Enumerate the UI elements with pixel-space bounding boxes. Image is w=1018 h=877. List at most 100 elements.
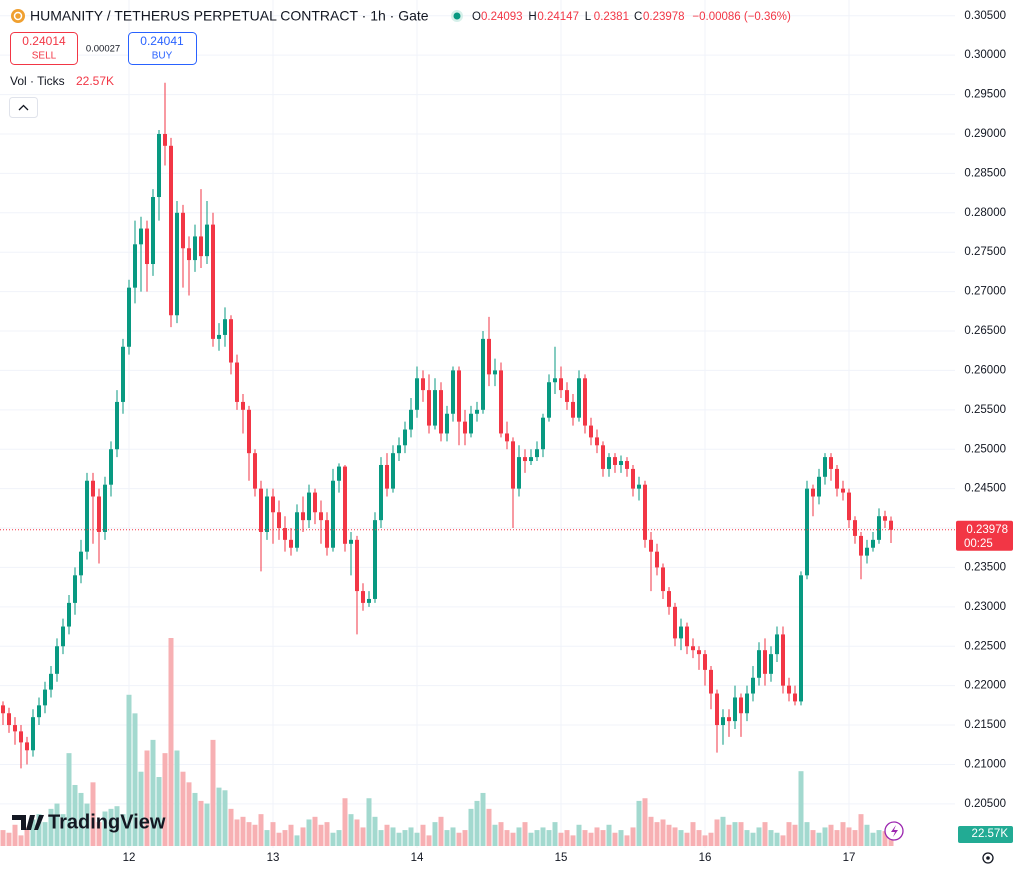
volume-bar xyxy=(42,822,48,846)
volume-bar xyxy=(702,835,708,846)
buy-button[interactable] xyxy=(128,32,197,65)
volume-bar xyxy=(300,827,306,846)
candle-body xyxy=(739,697,743,714)
volume-bar xyxy=(408,827,414,846)
volume-bar xyxy=(222,790,228,846)
volume-bar xyxy=(162,753,168,846)
overlay-layer: HUMANITY / TETHERUS PERPETUAL CONTRACT ·… xyxy=(0,8,1013,864)
candle-body xyxy=(493,370,497,375)
candle-body xyxy=(73,575,77,603)
candle-body xyxy=(649,539,653,552)
volume-bar xyxy=(498,822,504,846)
y-tick-label: 0.21500 xyxy=(964,719,1006,731)
candle-body xyxy=(685,626,689,647)
last-volume-label: 22.57K xyxy=(972,828,1009,840)
volume-bar xyxy=(750,832,756,846)
candle-body xyxy=(19,731,23,743)
volume-bar xyxy=(624,835,630,846)
last-price-label: 0.23978 xyxy=(966,524,1008,536)
volume-bar xyxy=(534,830,540,846)
y-tick-label: 0.24500 xyxy=(964,483,1006,495)
symbol-title[interactable]: HUMANITY / TETHERUS PERPETUAL CONTRACT ·… xyxy=(30,8,429,24)
collapse-button[interactable] xyxy=(9,97,38,118)
volume-bar xyxy=(30,819,36,846)
y-tick-label: 0.23000 xyxy=(964,601,1006,613)
volume-bar xyxy=(462,830,468,846)
settings-button[interactable] xyxy=(982,852,994,864)
candle-body xyxy=(607,457,611,469)
volume-bar xyxy=(582,830,588,846)
candle-body xyxy=(391,453,395,489)
volume-bar xyxy=(426,835,432,846)
candle-body xyxy=(259,488,263,532)
candle-body xyxy=(199,236,203,257)
symbol-icon-ring xyxy=(13,11,23,21)
volume-bar xyxy=(84,803,90,846)
y-tick-label: 0.23500 xyxy=(964,561,1006,573)
candle-body xyxy=(859,535,863,556)
candle-body xyxy=(631,468,635,489)
volume-bar xyxy=(312,816,318,846)
candle-body xyxy=(835,468,839,489)
volume-bar xyxy=(564,830,570,846)
volume-bar xyxy=(360,827,366,846)
volume-bar xyxy=(264,830,270,846)
volume-bar xyxy=(864,824,870,846)
candle-body xyxy=(595,437,599,446)
volume-bar xyxy=(342,798,348,846)
volume-bar xyxy=(840,822,846,846)
volume-bar xyxy=(744,830,750,846)
y-tick-label: 0.29500 xyxy=(964,89,1006,101)
candle-body xyxy=(487,338,491,375)
volume-bar xyxy=(126,694,132,846)
candle-body xyxy=(253,453,257,489)
y-tick-label: 0.25500 xyxy=(964,404,1006,416)
volume-bar xyxy=(186,782,192,846)
volume-bar xyxy=(876,830,882,846)
candle-body xyxy=(379,464,383,521)
candle-body xyxy=(181,212,185,249)
candle-body xyxy=(625,461,629,469)
volume-bar xyxy=(594,827,600,846)
volume-bar xyxy=(18,835,24,846)
ohlc-value: 0.2381 xyxy=(594,11,629,23)
sell-button[interactable] xyxy=(10,32,78,65)
volume-bar xyxy=(642,798,648,846)
volume-bar xyxy=(432,822,438,846)
candle-body xyxy=(697,650,701,655)
candle-body xyxy=(613,457,617,465)
candle-body xyxy=(865,547,869,556)
candle-body xyxy=(637,484,641,489)
candle-body xyxy=(439,390,443,434)
y-tick-label: 0.29000 xyxy=(964,128,1006,140)
volume-bar xyxy=(402,830,408,846)
last-volume-box xyxy=(958,826,1013,844)
candle-body xyxy=(535,449,539,458)
candle-body xyxy=(25,742,29,751)
volume-bar xyxy=(798,771,804,846)
candle-body xyxy=(139,228,143,245)
volume-bar xyxy=(504,830,510,846)
candle-body xyxy=(889,520,893,530)
candle-body xyxy=(235,362,239,402)
candle-body xyxy=(655,551,659,568)
candle-body xyxy=(103,484,107,532)
candle-body xyxy=(313,492,317,513)
candle-body xyxy=(499,370,503,434)
volume-bar xyxy=(450,827,456,846)
candle-body xyxy=(715,693,719,726)
sell-label: SELL xyxy=(32,51,57,62)
candle-body xyxy=(67,602,71,627)
candle-body xyxy=(397,445,401,454)
candle-body xyxy=(145,228,149,265)
volume-bar xyxy=(480,792,486,846)
candle-body xyxy=(463,421,467,434)
candle-body xyxy=(787,685,791,694)
volume-bar xyxy=(108,808,114,846)
candle-body xyxy=(175,212,179,316)
candle-body xyxy=(733,697,737,722)
x-tick-label: 12 xyxy=(123,852,136,864)
volume-bar xyxy=(6,832,12,846)
volume-bar xyxy=(258,814,264,846)
candle-body xyxy=(469,413,473,434)
